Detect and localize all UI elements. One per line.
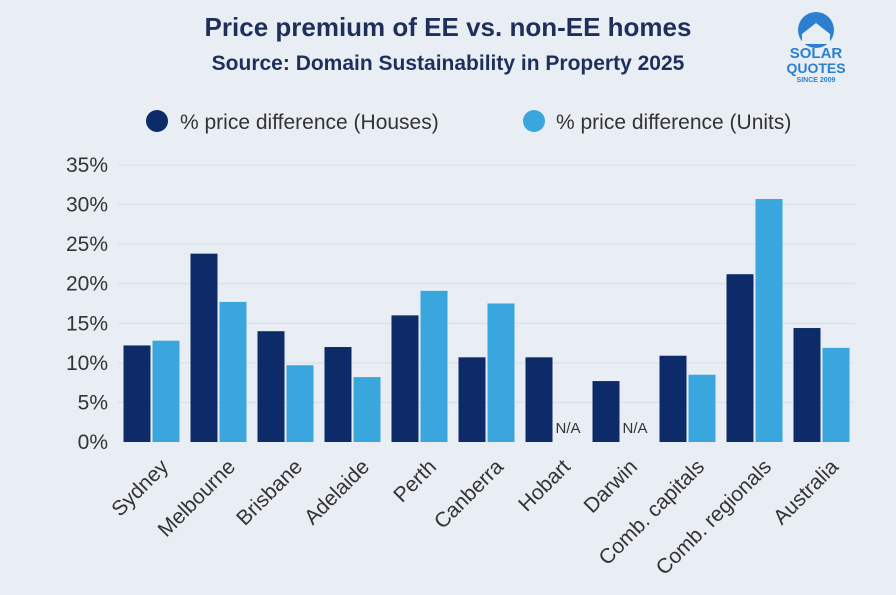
bar-units <box>286 365 314 442</box>
legend-label: % price difference (Units) <box>556 111 791 134</box>
logo-text-line1: SOLAR <box>790 45 843 62</box>
x-tick-label: Comb. regionals <box>652 455 776 579</box>
x-tick-label: Hobart <box>514 455 575 516</box>
missing-value-label: N/A <box>622 420 647 437</box>
bar-units <box>353 377 381 442</box>
bar-units <box>822 347 850 442</box>
missing-value-label: N/A <box>555 420 580 437</box>
x-tick-label: Sydney <box>107 455 173 521</box>
logo-text-line3: SINCE 2009 <box>797 77 836 84</box>
bar-houses <box>190 253 218 442</box>
y-tick-label: 0% <box>78 431 108 454</box>
bars: N/A N/A <box>123 199 850 442</box>
bar-houses <box>793 328 821 442</box>
y-tick-label: 35% <box>66 154 108 177</box>
bar-houses <box>458 357 486 442</box>
y-tick-label: 15% <box>66 312 108 335</box>
x-tick-label: Brisbane <box>232 455 307 530</box>
bar-houses <box>525 357 553 442</box>
bar-houses <box>592 381 620 442</box>
bar-units <box>688 374 716 442</box>
x-tick-label: Perth <box>389 455 441 507</box>
bar-houses <box>123 345 151 442</box>
chart-title: Price premium of EE vs. non-EE homes <box>204 12 692 42</box>
bar-units <box>755 199 783 442</box>
x-tick-label: Canberra <box>430 455 508 533</box>
legend-swatch <box>146 110 168 132</box>
chart-subtitle: Source: Domain Sustainability in Propert… <box>211 52 685 75</box>
solarquotes-logo: SOLAR QUOTES SINCE 2009 <box>786 12 846 84</box>
y-tick-label: 10% <box>66 352 108 375</box>
legend-label: % price difference (Houses) <box>180 111 439 134</box>
logo-text-line2: QUOTES <box>786 60 845 76</box>
bar-houses <box>324 347 352 442</box>
bar-houses <box>257 331 285 442</box>
y-tick-label: 20% <box>66 273 108 296</box>
bar-units <box>152 340 180 442</box>
x-tick-label: Australia <box>769 455 843 529</box>
bar-houses <box>659 355 687 442</box>
bar-houses <box>391 315 419 442</box>
bar-units <box>420 290 448 442</box>
bar-units <box>487 303 515 442</box>
bar-houses <box>726 274 754 442</box>
bar-units <box>219 301 247 442</box>
x-tick-label: Darwin <box>580 455 642 517</box>
y-tick-label: 5% <box>78 391 108 414</box>
y-tick-label: 25% <box>66 233 108 256</box>
y-tick-label: 30% <box>66 194 108 217</box>
legend: % price difference (Houses) % price diffe… <box>146 110 791 134</box>
logo-house-icon <box>802 23 830 44</box>
y-axis: 0% 5% 10% 15% 20% 25% 30% 35% <box>66 154 108 454</box>
legend-swatch <box>523 110 545 132</box>
x-tick-label: Adelaide <box>300 455 374 529</box>
